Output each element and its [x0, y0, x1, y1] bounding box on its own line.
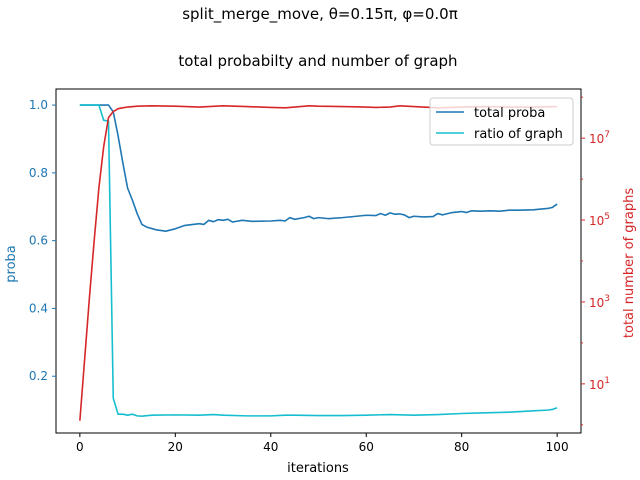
legend-label-total-proba: total proba	[474, 106, 545, 121]
left-y-tick-label: 0.4	[29, 301, 48, 315]
chart-title: split_merge_move, θ=0.15π, φ=0.0π	[182, 5, 458, 24]
right-y-tick-label: 107	[589, 130, 610, 146]
x-tick-label: 0	[76, 440, 84, 454]
left-y-tick-label: 0.8	[29, 166, 48, 180]
series-total-graphs-line	[79, 104, 558, 421]
series-ratio-of-graph-line	[79, 104, 558, 418]
left-y-axis-label: proba	[4, 245, 19, 282]
left-y-tick-label: 0.6	[29, 234, 48, 248]
x-axis-label: iterations	[287, 461, 349, 476]
x-tick-label: 40	[263, 440, 278, 454]
series-total-proba-line	[79, 104, 558, 232]
x-tick-label: 100	[546, 440, 569, 454]
right-y-tick-label: 101	[589, 376, 610, 392]
legend: total proba ratio of graph	[429, 97, 574, 146]
right-y-axis: 101 103 105 107	[581, 96, 610, 426]
chart-subtitle: total probabilty and number of graph	[178, 52, 457, 70]
x-tick-label: 60	[359, 440, 374, 454]
right-y-tick-label: 103	[589, 294, 610, 310]
legend-label-ratio-of-graph: ratio of graph	[474, 127, 563, 142]
left-y-tick-label: 1.0	[29, 98, 48, 112]
x-tick-label: 80	[454, 440, 469, 454]
x-axis: 0 20 40 60 80 100	[76, 433, 569, 454]
left-y-axis: 0.2 0.4 0.6 0.8 1.0	[29, 98, 56, 383]
right-y-tick-label: 105	[589, 212, 610, 228]
x-tick-label: 20	[168, 440, 183, 454]
legend-box	[429, 97, 574, 146]
series-layer	[79, 104, 558, 421]
left-y-tick-label: 0.2	[29, 369, 48, 383]
right-y-axis-label: total number of graphs	[622, 188, 637, 338]
